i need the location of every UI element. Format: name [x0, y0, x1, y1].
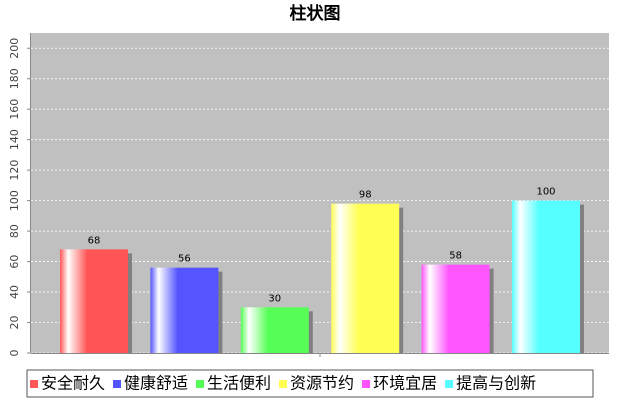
value-label: 58: [449, 251, 462, 262]
bar: [331, 203, 400, 353]
y-tick-label: 140: [8, 129, 21, 150]
value-label: 30: [268, 293, 281, 304]
bar: [60, 249, 128, 353]
value-label: 98: [359, 190, 372, 201]
bar: [150, 267, 219, 353]
y-tick-label: 20: [8, 316, 21, 330]
legend-label: 生活便利: [207, 374, 271, 393]
legend-swatch: [445, 380, 454, 388]
value-label: 68: [88, 235, 101, 246]
y-tick-label: 40: [8, 285, 21, 299]
chart-title: 柱状图: [290, 3, 341, 24]
y-tick-label: 80: [8, 224, 21, 238]
legend-label: 资源节约: [290, 374, 354, 393]
bar: [240, 307, 309, 353]
legend-swatch: [196, 380, 205, 388]
y-tick-label: 160: [8, 99, 21, 120]
y-tick-label: 200: [8, 38, 21, 59]
legend: [26, 369, 594, 398]
legend-label: 提高与创新: [456, 374, 536, 393]
bar: [512, 200, 580, 353]
value-label: 56: [178, 254, 191, 265]
legend-swatch: [30, 380, 38, 388]
legend-label: 安全耐久: [41, 374, 105, 393]
y-tick-label: 180: [8, 68, 21, 89]
legend-swatch: [362, 380, 371, 388]
legend-swatch: [113, 380, 122, 388]
value-label: 100: [536, 187, 555, 198]
legend-swatch: [279, 380, 288, 388]
y-tick-label: 100: [8, 190, 21, 211]
legend-label: 环境宜居: [373, 374, 437, 393]
y-tick-label: 60: [8, 255, 21, 269]
legend-label: 健康舒适: [124, 374, 188, 393]
y-tick-label: 0: [8, 350, 21, 357]
bar: [421, 264, 490, 353]
y-tick-label: 120: [8, 160, 21, 181]
